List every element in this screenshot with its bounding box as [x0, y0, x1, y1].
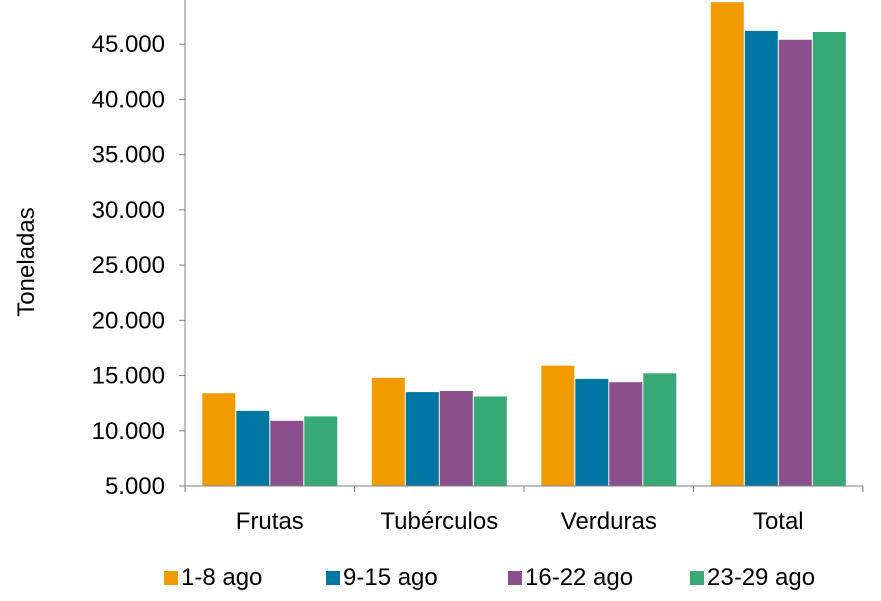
- legend-label: 16-22 ago: [525, 564, 633, 591]
- y-tick-label: 40.000: [92, 86, 165, 113]
- bar-total-series-1: [710, 2, 744, 486]
- legend-swatch: [164, 571, 178, 585]
- y-tick-label: 25.000: [92, 252, 165, 279]
- bar-frutas-series-2: [236, 410, 270, 486]
- y-tick-label: 30.000: [92, 197, 165, 224]
- legend-label: 9-15 ago: [343, 564, 438, 591]
- y-tick-label: 10.000: [92, 418, 165, 445]
- x-tick-labels: Frutas Tubérculos Verduras Total: [236, 508, 804, 535]
- bars-group: [202, 2, 846, 487]
- y-tick-label: 35.000: [92, 142, 165, 169]
- y-tick-label: 45.000: [92, 31, 165, 58]
- legend-label: 23-29 ago: [707, 564, 815, 591]
- axes-group: [179, 0, 864, 492]
- bar-tubrculos-series-3: [439, 391, 473, 486]
- bar-frutas-series-4: [304, 416, 338, 486]
- bar-frutas-series-3: [270, 420, 304, 486]
- legend-swatch: [508, 571, 522, 585]
- legend: 1-8 ago 9-15 ago 16-22 ago 23-29 ago: [164, 564, 815, 591]
- bar-verduras-series-1: [541, 365, 575, 486]
- y-axis-title: Toneladas: [13, 207, 40, 316]
- y-tick-label: 5.000: [105, 473, 165, 500]
- legend-swatch: [690, 571, 704, 585]
- x-tick-label: Verduras: [561, 508, 657, 535]
- bar-tubrculos-series-2: [405, 392, 439, 486]
- y-tick-label: 15.000: [92, 363, 165, 390]
- bar-tubrculos-series-4: [473, 396, 507, 486]
- y-tick-labels: 5.000 10.000 15.000 20.000 25.000 30.000 35.00…: [92, 31, 165, 500]
- x-tick-label: Total: [753, 508, 804, 535]
- x-tick-label: Frutas: [236, 508, 304, 535]
- bar-tubrculos-series-1: [371, 377, 405, 486]
- legend-label: 1-8 ago: [181, 564, 262, 591]
- bar-total-series-3: [778, 39, 812, 487]
- bar-total-series-2: [744, 30, 778, 487]
- bar-frutas-series-1: [202, 393, 236, 486]
- bar-total-series-4: [812, 32, 846, 486]
- y-tick-label: 20.000: [92, 307, 165, 334]
- legend-swatch: [326, 571, 340, 585]
- x-tick-label: Tubérculos: [380, 508, 498, 535]
- bar-verduras-series-2: [575, 378, 609, 486]
- bar-verduras-series-3: [609, 382, 643, 486]
- bar-verduras-series-4: [643, 373, 677, 486]
